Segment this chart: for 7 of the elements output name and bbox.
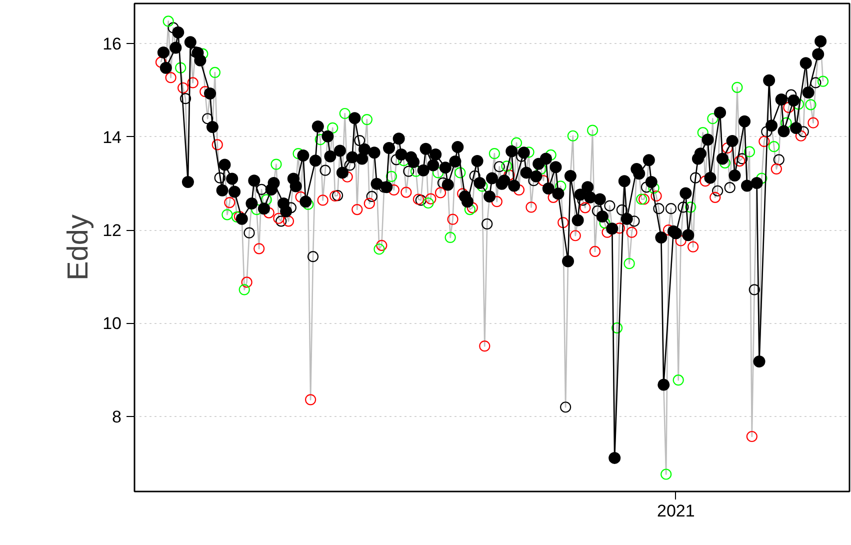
y-tick-label: 16 bbox=[102, 34, 122, 54]
y-tick-label: 8 bbox=[112, 407, 122, 426]
y-tick-label: 10 bbox=[102, 314, 122, 334]
x-tick-label: 2021 bbox=[656, 502, 695, 520]
y-tick-label: 14 bbox=[102, 128, 122, 147]
y-axis-title: Eddy bbox=[62, 214, 95, 281]
y-tick-label: 12 bbox=[102, 221, 122, 240]
